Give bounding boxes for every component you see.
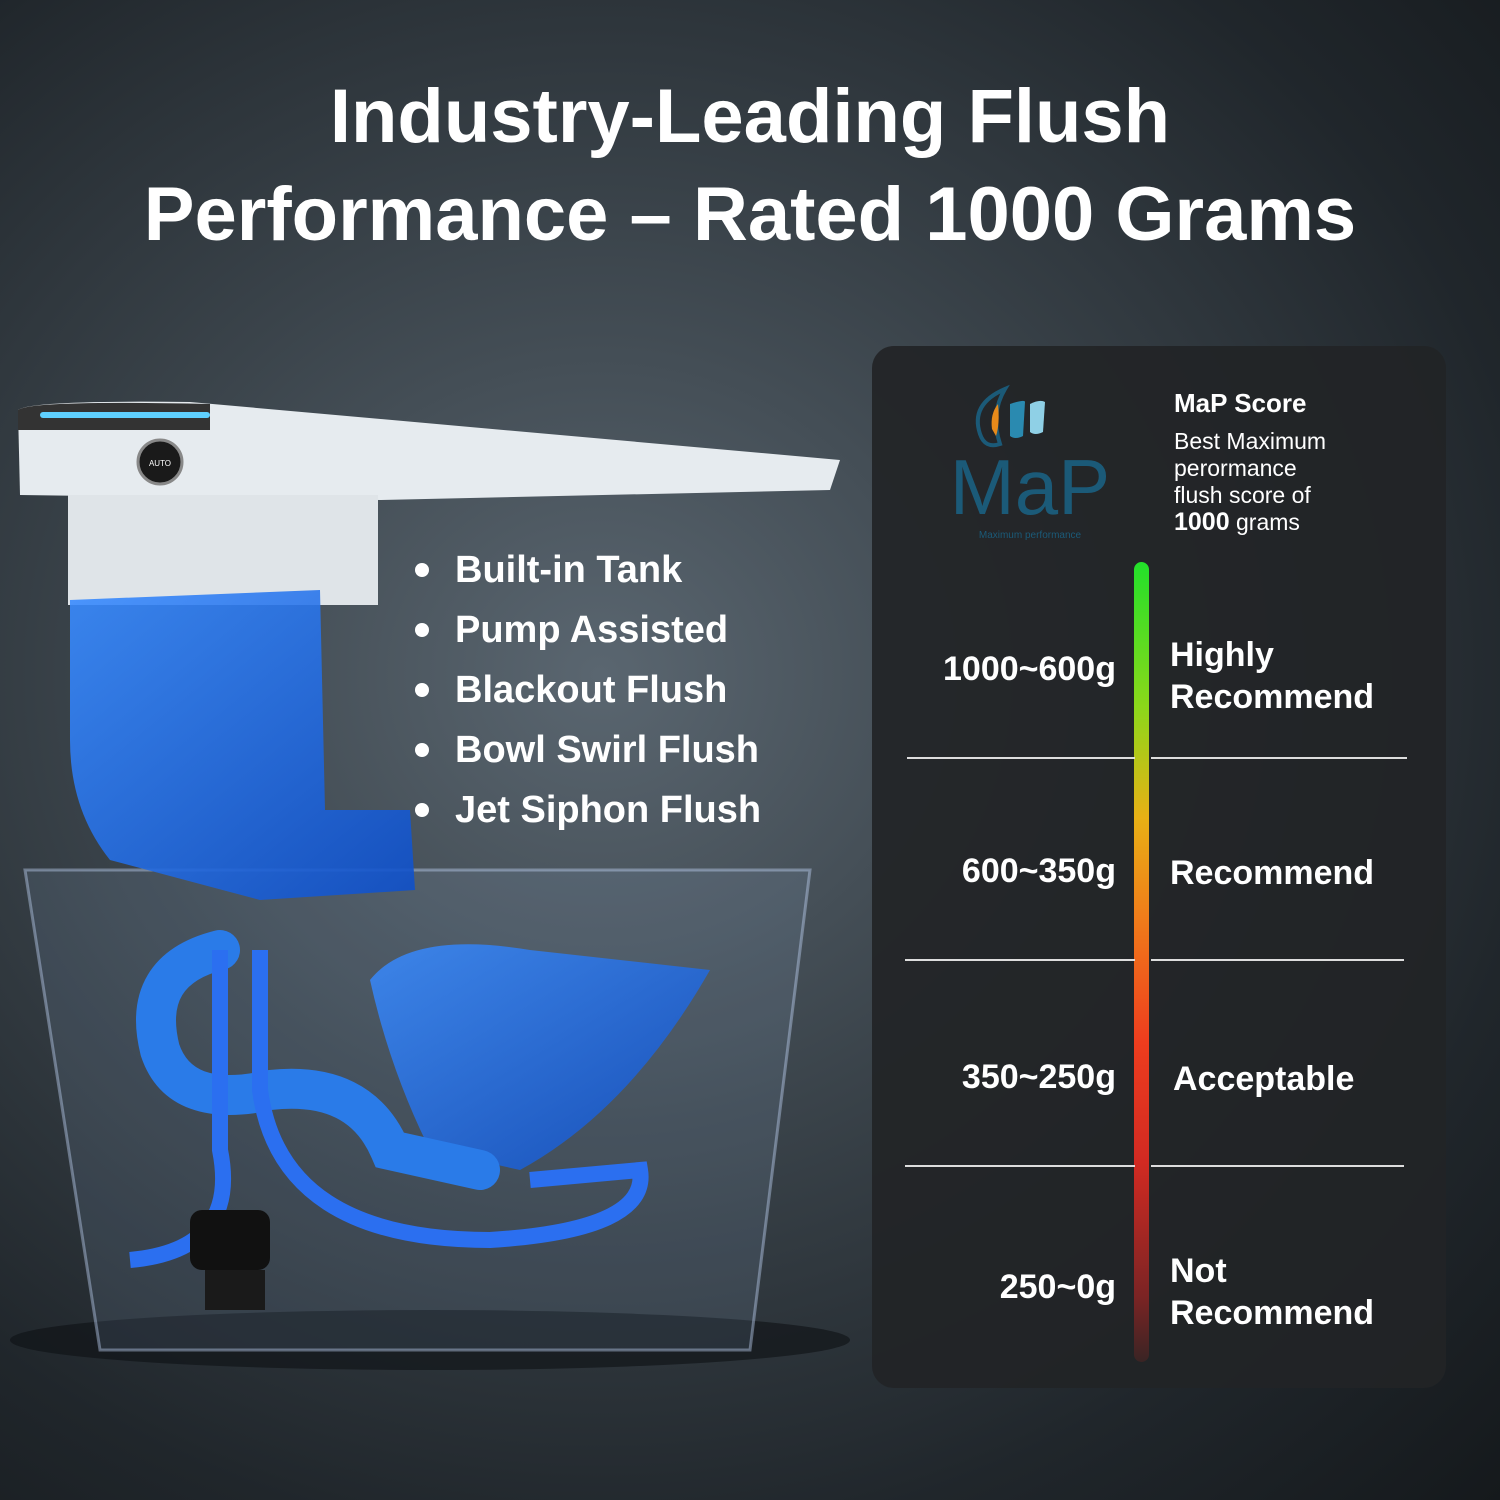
range-label: 250~0g <box>999 1268 1116 1306</box>
rating-line: Recommend <box>1170 678 1375 716</box>
rating-label: Highly Recommend <box>1170 634 1374 718</box>
bullet-icon <box>415 803 429 817</box>
map-logo: MaP Maximum performance <box>950 384 1110 541</box>
range-label: 600~350g <box>961 852 1116 890</box>
map-score-description: Best Maximum perormance flush score of 1… <box>1174 428 1424 536</box>
rating-label: Recommend <box>1170 854 1375 892</box>
rating-label: Acceptable <box>1173 1060 1355 1098</box>
logo-subtext: Maximum performance <box>979 530 1082 541</box>
feature-item: Blackout Flush <box>415 660 761 720</box>
range-label: 1000~600g <box>943 650 1116 688</box>
desc-line: 1000 grams <box>1174 509 1424 536</box>
desc-value: 1000 <box>1174 508 1230 536</box>
desc-line: flush score of <box>1174 482 1311 508</box>
desc-line: Best Maximum <box>1174 428 1327 454</box>
bullet-icon <box>415 623 429 637</box>
auto-button-label: AUTO <box>149 459 171 468</box>
bullet-icon <box>415 743 429 757</box>
divider <box>905 959 1135 961</box>
feature-text: Jet Siphon Flush <box>455 789 762 831</box>
divider <box>1151 757 1407 759</box>
logo-text: MaP <box>950 443 1110 531</box>
feature-text: Blackout Flush <box>455 669 728 711</box>
rating-line: Recommend <box>1170 1294 1375 1332</box>
feature-item: Built-in Tank <box>415 540 761 600</box>
feature-item: Bowl Swirl Flush <box>415 720 761 780</box>
desc-unit: grams <box>1236 509 1300 535</box>
feature-item: Pump Assisted <box>415 600 761 660</box>
title-line-2: Performance – Rated 1000 Grams <box>143 172 1357 257</box>
rating-line: Not <box>1170 1252 1227 1290</box>
feature-item: Jet Siphon Flush <box>415 780 761 840</box>
divider <box>907 757 1135 759</box>
map-score-panel: MaP Maximum performance MaP Score Best M… <box>872 346 1446 1388</box>
divider <box>1151 1165 1404 1167</box>
map-score-heading: MaP Score <box>1174 388 1307 418</box>
divider <box>905 1165 1135 1167</box>
desc-line: perormance <box>1174 455 1297 481</box>
bullet-icon <box>415 563 429 577</box>
score-gradient-bar <box>1134 562 1149 1362</box>
feature-text: Pump Assisted <box>455 609 729 651</box>
rating-label: Not Recommend <box>1170 1250 1374 1334</box>
title-line-1: Industry-Leading Flush <box>329 74 1171 159</box>
feature-text: Built-in Tank <box>455 549 683 591</box>
feature-text: Bowl Swirl Flush <box>455 729 760 771</box>
feature-list: Built-in Tank Pump Assisted Blackout Flu… <box>415 540 761 840</box>
toilet-cutaway-illustration: AUTO <box>10 401 850 1370</box>
range-label: 350~250g <box>961 1058 1116 1096</box>
bullet-icon <box>415 683 429 697</box>
rating-line: Highly <box>1170 636 1274 674</box>
page-title: Industry-Leading Flush Performance – Rat… <box>0 68 1500 264</box>
divider <box>1151 959 1404 961</box>
